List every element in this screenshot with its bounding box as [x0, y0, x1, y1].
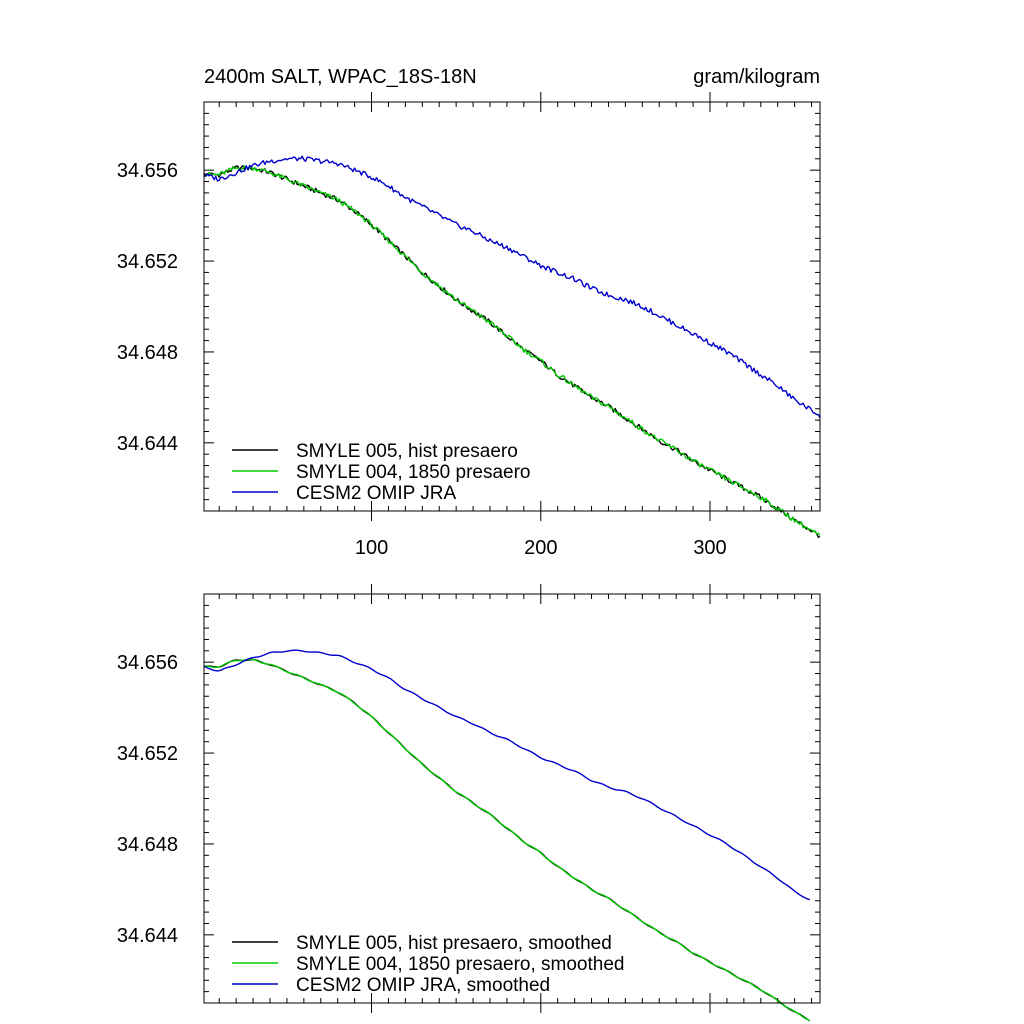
series-line	[203, 658, 811, 1022]
y-tick-label: 34.652	[117, 251, 178, 273]
y-tick-label: 34.652	[117, 743, 178, 765]
y-axis-tick-labels: 34.644 34.648 34.652 34.656	[117, 160, 178, 455]
series-line	[203, 649, 811, 901]
legend-label: SMYLE 005, hist presaero, smoothed	[296, 933, 612, 954]
plot-frame	[203, 593, 821, 1004]
legend-label: SMYLE 005, hist presaero	[296, 441, 518, 462]
y-tick-label: 34.656	[117, 652, 178, 674]
series-line	[203, 155, 821, 419]
x-tick-label: 200	[524, 537, 557, 559]
legend-label: CESM2 OMIP JRA, smoothed	[296, 975, 550, 996]
legend-label: SMYLE 004, 1850 presaero	[296, 462, 531, 483]
y-tick-label: 34.648	[117, 834, 178, 856]
x-tick-label: 100	[355, 537, 388, 559]
panel-title: 2400m SALT, WPAC_18S-18N	[204, 66, 477, 88]
top-panel-raw-series: 2400m SALT, WPAC_18S-18N gram/kilogram 3…	[117, 66, 821, 559]
x-tick-label: 300	[693, 537, 726, 559]
legend: SMYLE 005, hist presaero, smoothedSMYLE …	[232, 933, 624, 996]
x-axis-tick-labels: 100 200 300	[355, 537, 727, 559]
y-tick-label: 34.648	[117, 342, 178, 364]
plot-frame	[203, 101, 821, 512]
bottom-panel-smoothed-series: 34.644 34.648 34.652 34.656 SMYLE 005, hist…	[117, 584, 821, 1022]
panel-units: gram/kilogram	[693, 66, 820, 88]
plot-series	[203, 649, 811, 1022]
axis-ticks	[204, 584, 820, 1013]
plot-series	[203, 155, 821, 538]
axis-ticks	[204, 92, 820, 521]
y-tick-label: 34.644	[117, 925, 178, 947]
series-line	[203, 165, 821, 536]
y-tick-label: 34.656	[117, 160, 178, 182]
legend-label: SMYLE 004, 1850 presaero, smoothed	[296, 954, 624, 975]
legend-label: CESM2 OMIP JRA	[296, 483, 456, 504]
y-tick-label: 34.644	[117, 433, 178, 455]
y-axis-tick-labels: 34.644 34.648 34.652 34.656	[117, 652, 178, 947]
